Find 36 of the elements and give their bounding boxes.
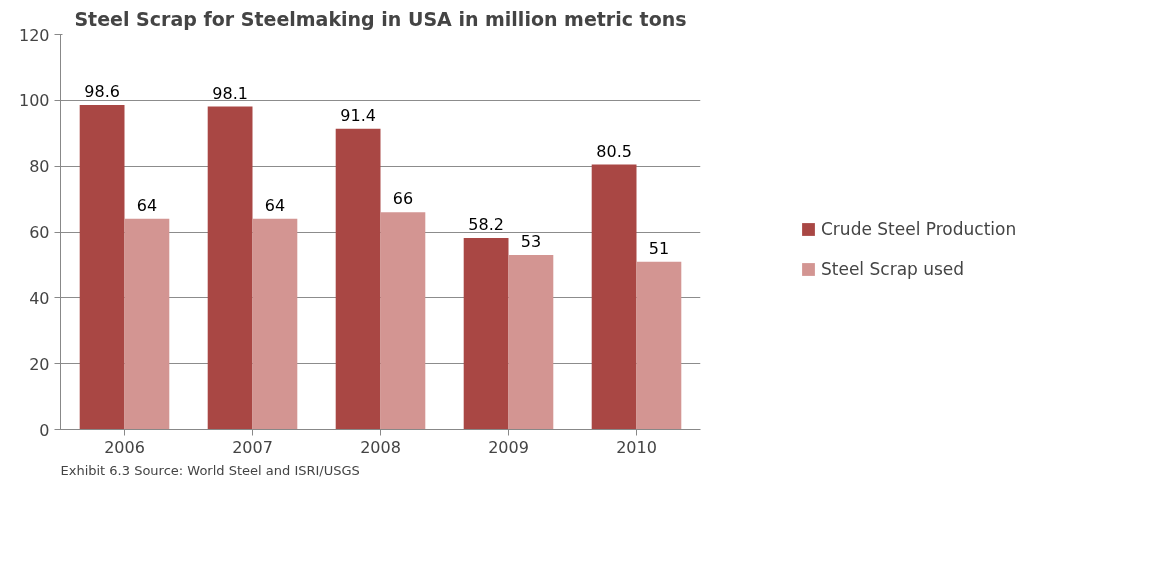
- bar: [335, 128, 381, 430]
- bar: [124, 218, 170, 430]
- y-tick-label: 40: [29, 288, 50, 308]
- data-label: 91.4: [340, 105, 376, 125]
- legend-label: Steel Scrap used: [821, 259, 965, 279]
- bar: [79, 104, 125, 430]
- y-tick-label: 120: [18, 25, 50, 45]
- data-label: 80.5: [596, 141, 632, 161]
- x-tick-label: 2006: [104, 437, 145, 457]
- legend-label: Crude Steel Production: [821, 219, 1017, 239]
- chart-title: Steel Scrap for Steelmaking in USA in million metric tons: [74, 7, 687, 30]
- x-tick-label: 2009: [488, 437, 529, 457]
- bar: [380, 212, 426, 430]
- bar: [207, 106, 253, 430]
- data-label: 58.2: [468, 214, 504, 234]
- x-tick-label: 2008: [360, 437, 401, 457]
- data-label: 66: [392, 189, 414, 209]
- y-tick-label: 0: [39, 420, 50, 440]
- data-label: 64: [136, 195, 158, 215]
- y-tick-label: 100: [18, 91, 50, 111]
- data-label: 53: [520, 232, 542, 252]
- text: Exhibit 6.3 Source: World Steel and ISRI/USGS: [60, 462, 360, 478]
- bar: [508, 255, 554, 430]
- x-tick-label: 2010: [616, 437, 657, 457]
- bar: [252, 218, 298, 430]
- data-label: 98.6: [84, 81, 120, 101]
- y-tick-label: 80: [29, 157, 50, 177]
- data-label: 98.1: [212, 83, 248, 103]
- bar: [463, 237, 509, 430]
- bar: [636, 261, 682, 430]
- bar: [591, 164, 637, 430]
- data-label: 51: [648, 238, 670, 258]
- data-label: 64: [264, 195, 286, 215]
- x-tick-label: 2007: [232, 437, 273, 457]
- y-tick-label: 60: [29, 223, 50, 242]
- y-tick-label: 20: [29, 354, 50, 374]
